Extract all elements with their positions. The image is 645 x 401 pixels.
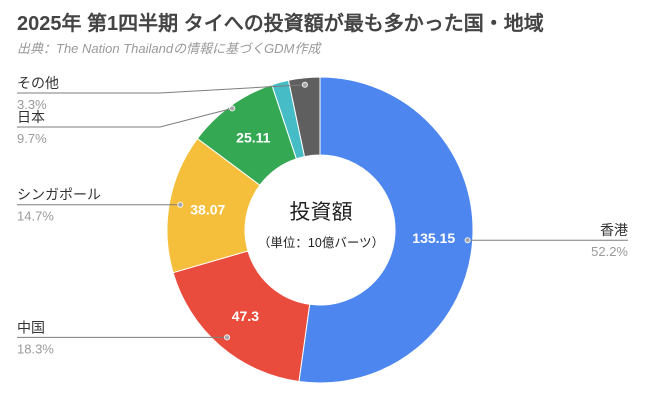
slice-value-label: 135.15 xyxy=(412,230,455,246)
slice-percent-label: 52.2% xyxy=(591,244,628,259)
leader-group xyxy=(17,81,628,341)
chart-title: 2025年 第1四半期 タイへの投資額が最も多かった国・地域 xyxy=(17,11,544,35)
slice-group xyxy=(166,76,474,384)
slice-value-label: 47.3 xyxy=(232,308,259,324)
label-group: 135.15 香港 52.2% 47.3 中国 18.3% 38.07 シンガポール 14.7%… xyxy=(17,75,628,356)
unit-label: （単位：10億バーツ） xyxy=(258,235,384,250)
leader-dot xyxy=(464,237,471,244)
slice-percent-label: 18.3% xyxy=(17,341,54,356)
leader-line xyxy=(17,84,305,94)
slice-percent-label: 9.7% xyxy=(17,131,47,146)
slice-name-label: その他 xyxy=(17,75,59,91)
slice-value-label: 25.11 xyxy=(236,130,270,146)
leader-dot xyxy=(224,334,231,341)
leader-line xyxy=(17,107,233,128)
slice-name-label: 香港 xyxy=(600,222,628,238)
chart-source-note: 出典：The Nation Thailandの情報に基づくGDM作成 xyxy=(17,41,322,56)
donut-slice-6 xyxy=(287,76,321,158)
leader-dot xyxy=(301,81,308,88)
leader-dot xyxy=(229,105,236,112)
donut-slice-2 xyxy=(172,250,311,383)
slice-name-label: 日本 xyxy=(17,109,45,125)
donut-slice-1 xyxy=(298,76,474,384)
center-label: 投資額 xyxy=(290,201,353,224)
slice-name-label: シンガポール xyxy=(17,187,101,203)
slice-percent-label: 3.3% xyxy=(17,97,47,112)
slice-value-label: 38.07 xyxy=(190,202,225,218)
slice-name-label: 中国 xyxy=(17,319,45,335)
slice-percent-label: 14.7% xyxy=(17,209,54,224)
leader-dot xyxy=(177,201,184,208)
